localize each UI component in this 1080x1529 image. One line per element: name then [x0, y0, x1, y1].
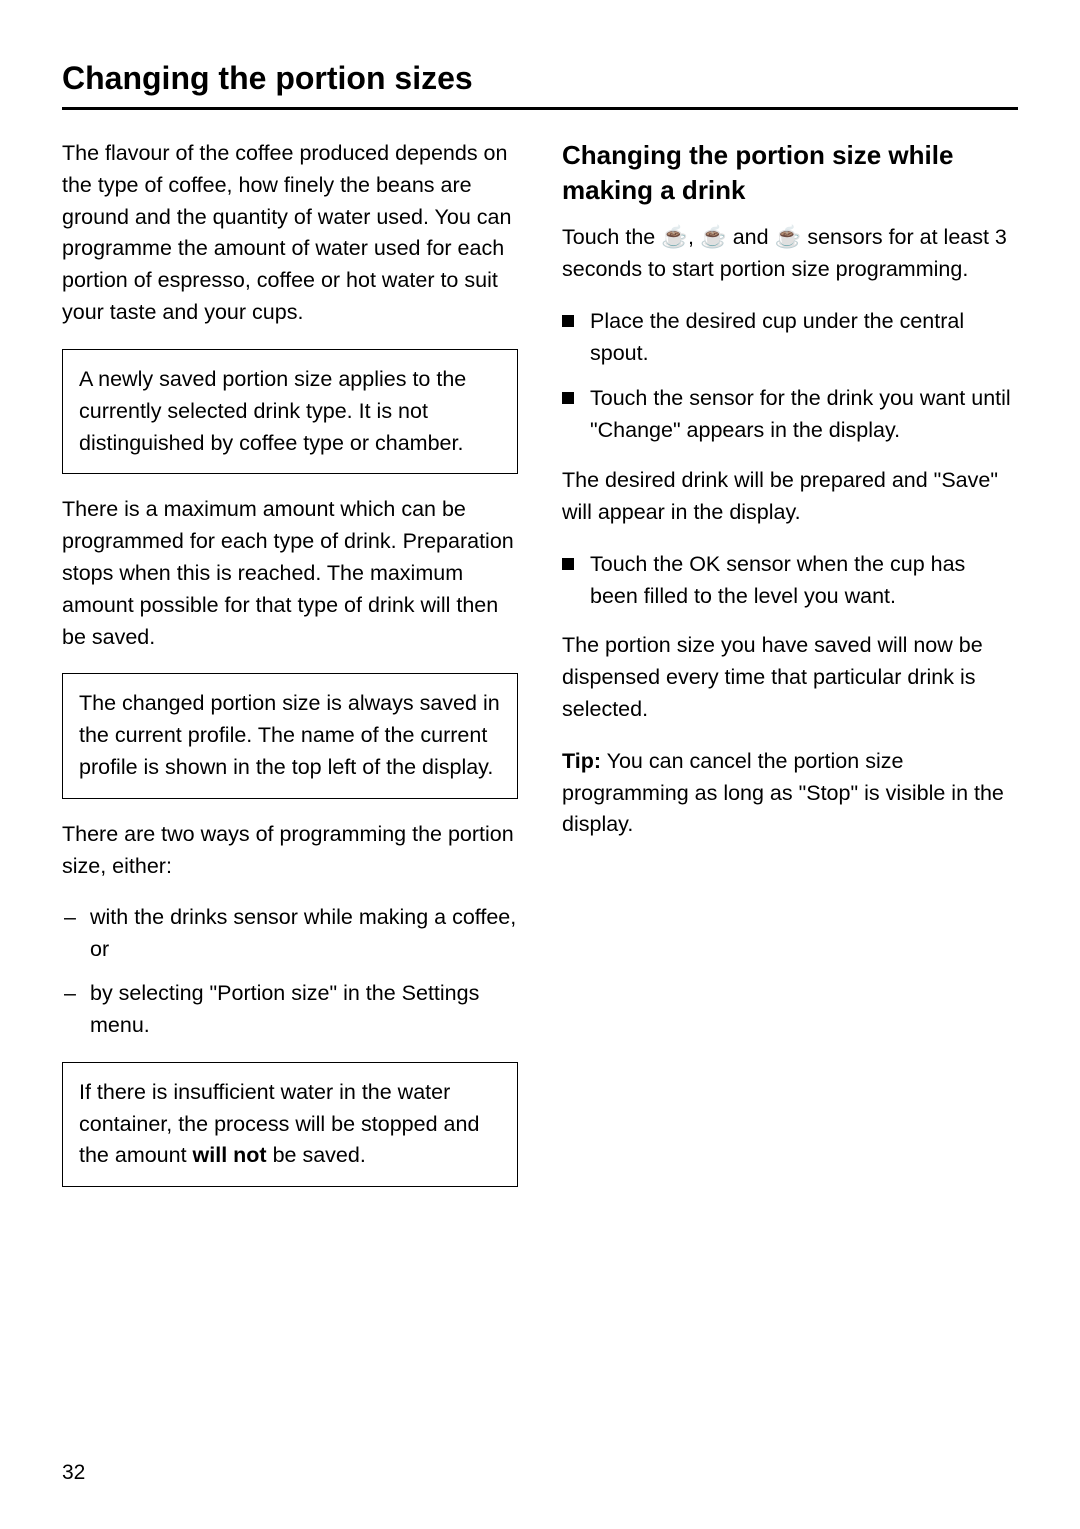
left-column: The flavour of the coffee produced depen… [62, 138, 518, 1207]
intro-paragraph: The flavour of the coffee produced depen… [62, 138, 518, 329]
saved-paragraph: The portion size you have saved will now… [562, 630, 1018, 725]
sep: and [727, 225, 775, 249]
coffee-cup-icon: ☕ [700, 222, 727, 254]
note-text: A newly saved portion size applies to th… [79, 364, 501, 459]
note-text: If there is insufficient water in the wa… [79, 1077, 501, 1172]
steps-list-2: Touch the OK sensor when the cup has bee… [562, 549, 1018, 613]
note-box-saved-portion: A newly saved portion size applies to th… [62, 349, 518, 474]
right-column: Changing the portion size while making a… [562, 138, 1018, 1207]
text-pre: Touch the [562, 225, 661, 249]
steps-list-1: Place the desired cup under the central … [562, 306, 1018, 447]
two-ways-paragraph: There are two ways of programming the po… [62, 819, 518, 883]
note-box-profile: The changed portion size is always saved… [62, 673, 518, 798]
page-number: 32 [62, 1461, 85, 1485]
espresso-cup-icon: ☕ [661, 222, 688, 254]
content-columns: The flavour of the coffee produced depen… [62, 138, 1018, 1207]
list-item: Place the desired cup under the central … [562, 306, 1018, 370]
max-amount-paragraph: There is a maximum amount which can be p… [62, 494, 518, 653]
page-title: Changing the portion sizes [62, 60, 1018, 110]
note-box-insufficient-water: If there is insufficient water in the wa… [62, 1062, 518, 1187]
methods-list: with the drinks sensor while making a co… [62, 902, 518, 1041]
list-item: Touch the sensor for the drink you want … [562, 383, 1018, 447]
list-item: Touch the OK sensor when the cup has bee… [562, 549, 1018, 613]
prepare-paragraph: The desired drink will be prepared and "… [562, 465, 1018, 529]
tip-paragraph: Tip: You can cancel the portion size pro… [562, 746, 1018, 841]
note-text: The changed portion size is always saved… [79, 688, 501, 783]
sep: , [688, 225, 700, 249]
list-item: with the drinks sensor while making a co… [62, 902, 518, 966]
note-text-post: be saved. [267, 1143, 366, 1167]
tip-text: You can cancel the portion size programm… [562, 749, 1004, 837]
subheading: Changing the portion size while making a… [562, 138, 1018, 208]
tip-label: Tip: [562, 749, 601, 773]
mug-icon: ☕ [775, 222, 802, 254]
sensor-instruction-paragraph: Touch the ☕, ☕ and ☕ sensors for at leas… [562, 222, 1018, 286]
note-text-bold: will not [193, 1143, 267, 1167]
list-item: by selecting "Portion size" in the Setti… [62, 978, 518, 1042]
